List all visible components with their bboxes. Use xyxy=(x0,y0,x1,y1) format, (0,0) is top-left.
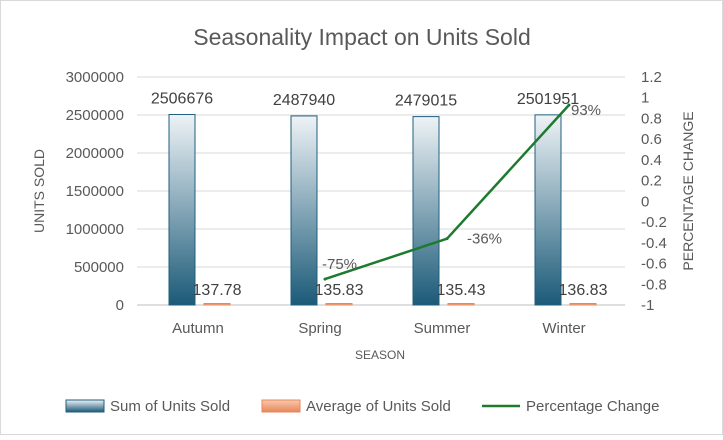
y2-tick-label: -0.8 xyxy=(641,276,667,293)
y-tick-label: 3000000 xyxy=(66,69,124,86)
x-axis-title: SEASON xyxy=(355,348,405,362)
bar-average-units-sold xyxy=(569,303,597,306)
legend-item: Average of Units Sold xyxy=(261,398,451,415)
bar-sum-units-sold xyxy=(412,116,440,306)
y-tick-label: 500000 xyxy=(74,259,124,276)
x-tick-label: Autumn xyxy=(172,320,224,337)
y-tick-label: 2000000 xyxy=(66,145,124,162)
y-tick-label: 0 xyxy=(116,297,124,314)
line-point xyxy=(323,277,327,281)
y-tick-label: 2500000 xyxy=(66,107,124,124)
bar-sum-units-sold xyxy=(534,114,562,306)
y2-tick-label: 0.2 xyxy=(641,173,662,190)
data-label-average: 136.83 xyxy=(559,282,608,299)
y-tick-label: 1000000 xyxy=(66,221,124,238)
data-label-sum: 2487940 xyxy=(273,92,335,109)
y2-tick-label: 1.2 xyxy=(641,69,662,86)
secondary-y-axis-title: PERCENTAGE CHANGE xyxy=(680,111,696,270)
chart-title: Seasonality Impact on Units Sold xyxy=(193,24,531,50)
y-axis-title: UNITS SOLD xyxy=(31,149,47,233)
legend-label: Average of Units Sold xyxy=(306,398,451,415)
data-label-average: 135.43 xyxy=(437,282,486,299)
data-label-average: 135.83 xyxy=(315,282,364,299)
bar-average-units-sold xyxy=(203,303,231,306)
legend-item: Percentage Change xyxy=(482,398,659,415)
y2-tick-label: 0 xyxy=(641,193,649,210)
y2-tick-label: -0.6 xyxy=(641,256,667,273)
secondary-y-axis: -1 -0.8 -0.6 -0.4 -0.2 0 0.2 0.4 0.6 0.8 1 1.2 xyxy=(641,69,667,314)
bar-sum-units-sold xyxy=(168,113,196,306)
data-label-percentage: 93% xyxy=(571,102,601,119)
legend-swatch xyxy=(65,399,105,413)
bar-sum-units-sold xyxy=(290,115,318,306)
data-label-percentage: -75% xyxy=(322,256,357,273)
bar-average-units-sold xyxy=(325,303,353,306)
y-axis: 0 500000 1000000 1500000 2000000 2500000 30000… xyxy=(66,69,124,314)
data-labels: 2506676 137.78 2487940 135.83 2479015 135.43 2… xyxy=(151,90,608,299)
y2-tick-label: 0.6 xyxy=(641,131,662,148)
line-point xyxy=(567,103,571,107)
bar-average-units-sold xyxy=(447,303,475,306)
data-label-percentage: -36% xyxy=(467,231,502,248)
line-point xyxy=(445,237,449,241)
legend-label: Percentage Change xyxy=(526,398,659,415)
x-tick-label: Spring xyxy=(298,320,341,337)
x-axis: Autumn Spring Summer Winter xyxy=(172,320,586,337)
legend-item: Sum of Units Sold xyxy=(65,398,230,415)
line-series xyxy=(323,103,571,281)
y2-tick-label: -0.4 xyxy=(641,235,667,252)
y2-tick-label: 0.8 xyxy=(641,110,662,127)
data-label-sum: 2506676 xyxy=(151,90,213,107)
y2-tick-label: -0.2 xyxy=(641,214,667,231)
y-tick-label: 1500000 xyxy=(66,183,124,200)
bar-series xyxy=(168,113,597,306)
x-tick-label: Winter xyxy=(542,320,585,337)
y2-tick-label: 1 xyxy=(641,90,649,107)
y2-tick-label: -1 xyxy=(641,297,654,314)
data-label-sum: 2501951 xyxy=(517,91,579,108)
data-label-sum: 2479015 xyxy=(395,93,457,110)
y2-tick-label: 0.4 xyxy=(641,152,662,169)
x-tick-label: Summer xyxy=(414,320,471,337)
legend-swatch xyxy=(261,399,301,413)
legend-label: Sum of Units Sold xyxy=(110,398,230,415)
legend: Sum of Units Sold Average of Units Sold Pe… xyxy=(65,398,659,415)
data-label-average: 137.78 xyxy=(193,282,242,299)
